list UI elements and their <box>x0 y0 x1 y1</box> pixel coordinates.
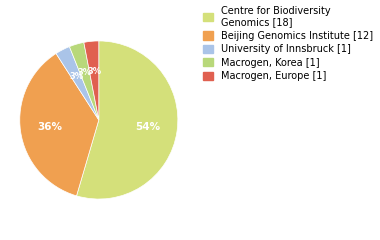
Wedge shape <box>76 41 178 199</box>
Wedge shape <box>56 47 99 120</box>
Wedge shape <box>70 42 99 120</box>
Text: 36%: 36% <box>38 122 63 132</box>
Text: 54%: 54% <box>135 122 160 132</box>
Text: 3%: 3% <box>69 72 83 81</box>
Text: 3%: 3% <box>87 67 101 76</box>
Wedge shape <box>20 54 99 196</box>
Text: 3%: 3% <box>78 68 92 78</box>
Legend: Centre for Biodiversity
Genomics [18], Beijing Genomics Institute [12], Universi: Centre for Biodiversity Genomics [18], B… <box>203 5 374 82</box>
Wedge shape <box>84 41 99 120</box>
